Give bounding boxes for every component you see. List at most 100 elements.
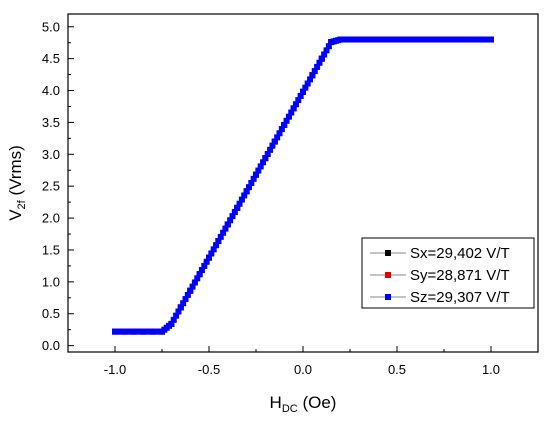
x-tick-label: 0.5 xyxy=(388,362,406,377)
data-point xyxy=(191,279,198,286)
data-point xyxy=(288,109,295,116)
legend-label-sx: Sx=29,402 V/T xyxy=(410,245,510,262)
data-point xyxy=(335,37,342,44)
data-point xyxy=(182,296,189,303)
data-point xyxy=(438,36,445,43)
data-point xyxy=(250,175,257,182)
data-point xyxy=(215,238,222,245)
data-point xyxy=(196,271,203,278)
y-tick-label: 1.0 xyxy=(42,274,60,289)
data-point xyxy=(354,36,361,43)
data-point xyxy=(429,36,436,43)
y-tick-label: 4.5 xyxy=(42,51,60,66)
legend-item-sy: Sy=28,871 V/T xyxy=(370,267,510,284)
data-point xyxy=(173,312,180,319)
data-point xyxy=(325,43,332,50)
data-point xyxy=(466,36,473,43)
data-point xyxy=(217,233,224,240)
data-point xyxy=(260,159,267,166)
x-tick-label: 0.0 xyxy=(294,362,312,377)
data-point xyxy=(304,80,311,87)
data-point xyxy=(457,36,464,43)
data-point xyxy=(448,36,455,43)
data-point xyxy=(220,229,227,236)
data-point xyxy=(318,55,325,62)
data-point xyxy=(283,117,290,124)
data-point xyxy=(227,217,234,224)
legend-marker-sz xyxy=(385,294,391,300)
data-point xyxy=(278,126,285,133)
data-point xyxy=(203,258,210,265)
data-point xyxy=(401,36,408,43)
data-point xyxy=(285,113,292,120)
data-point xyxy=(128,328,135,335)
data-point xyxy=(175,308,182,315)
data-point xyxy=(363,36,370,43)
data-point xyxy=(271,138,278,145)
data-point xyxy=(274,134,281,141)
data-point xyxy=(137,328,144,335)
data-point xyxy=(180,300,187,307)
y-tick-label: 3.0 xyxy=(42,147,60,162)
data-point xyxy=(323,47,330,54)
data-point xyxy=(201,262,208,269)
legend-label-sz: Sz=29,307 V/T xyxy=(410,289,510,306)
series-fill-markers xyxy=(114,36,492,335)
data-point xyxy=(257,163,264,170)
y-axis-title: V2f (Vrms) xyxy=(6,145,28,221)
data-point xyxy=(321,51,328,58)
data-point xyxy=(311,68,318,75)
data-point xyxy=(119,328,126,335)
data-point xyxy=(194,275,201,282)
data-point xyxy=(281,121,288,128)
y-tick-label: 2.5 xyxy=(42,179,60,194)
x-tick-label: 1.0 xyxy=(482,362,500,377)
data-point xyxy=(267,146,274,153)
data-point xyxy=(264,150,271,157)
data-point xyxy=(170,316,177,323)
data-point xyxy=(309,72,316,79)
data-point xyxy=(166,322,173,329)
data-point xyxy=(206,254,212,261)
data-point xyxy=(316,59,323,66)
legend-marker-sx xyxy=(385,250,391,256)
legend-marker-sy xyxy=(385,272,391,278)
data-point xyxy=(184,291,191,298)
data-point xyxy=(314,63,321,70)
y-tick-label: 3.5 xyxy=(42,115,60,130)
data-point xyxy=(302,84,309,91)
data-point xyxy=(236,200,243,207)
data-point xyxy=(295,97,302,104)
data-point xyxy=(234,204,241,211)
data-point xyxy=(229,213,236,220)
data-point xyxy=(208,250,215,257)
x-axis-title: HDC (Oe) xyxy=(270,393,337,415)
data-point xyxy=(300,88,306,95)
data-point xyxy=(210,246,217,253)
data-point xyxy=(485,36,492,43)
data-point xyxy=(269,142,276,149)
y-tick-label: 4.0 xyxy=(42,83,60,98)
legend-label-sy: Sy=28,871 V/T xyxy=(410,267,510,284)
data-point xyxy=(222,225,229,232)
data-point xyxy=(177,304,184,311)
y-tick-label: 0.0 xyxy=(42,338,60,353)
data-point xyxy=(292,101,299,108)
y-tick-label: 2.0 xyxy=(42,211,60,226)
axis-ticks: 0.0 0.5 1.0 1.5 2.0 2.5 3.0 3.5 4.0 4.5 5.0 -1.0 -0.… xyxy=(42,19,539,377)
x-tick-label: -0.5 xyxy=(198,362,220,377)
data-point xyxy=(262,155,269,162)
data-point xyxy=(147,328,154,335)
data-point xyxy=(187,287,194,294)
data-point xyxy=(224,221,231,228)
data-point xyxy=(248,180,255,186)
data-point xyxy=(382,36,389,43)
data-point xyxy=(276,130,283,137)
data-point xyxy=(344,36,351,43)
series-layer xyxy=(112,36,494,335)
data-point xyxy=(297,92,304,99)
y-tick-label: 5.0 xyxy=(42,19,60,34)
data-point xyxy=(213,242,220,249)
